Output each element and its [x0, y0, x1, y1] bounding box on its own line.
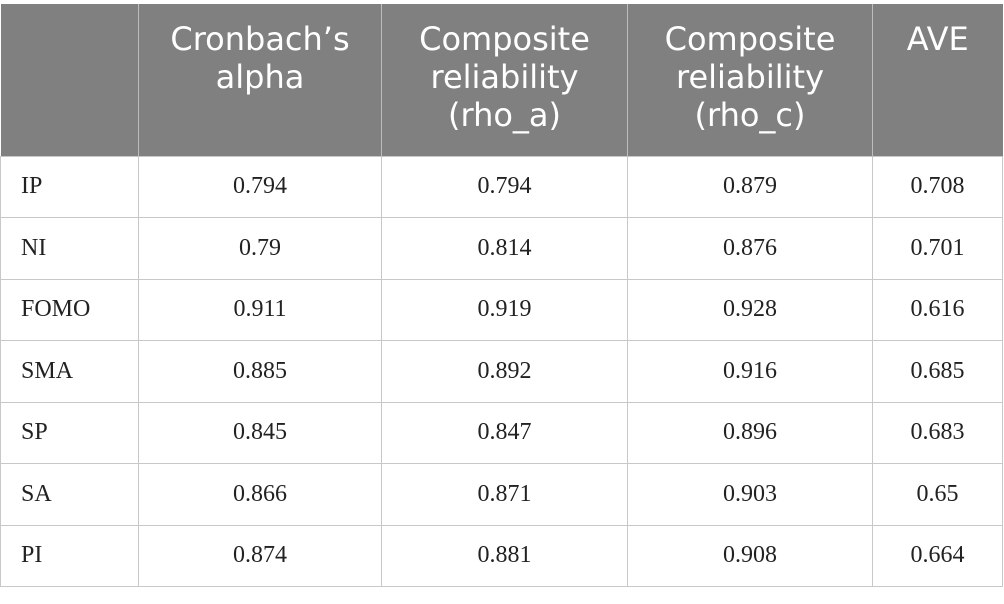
- cell-value: 0.685: [872, 340, 1003, 403]
- row-label: SP: [0, 401, 139, 464]
- column-header: Cronbach’s alpha: [138, 4, 382, 156]
- header-corner: [0, 4, 139, 156]
- cell-value: 0.794: [381, 155, 628, 218]
- cell-value: 0.903: [627, 463, 873, 526]
- table-row: SMA 0.885 0.892 0.916 0.685: [0, 340, 1003, 403]
- row-label: IP: [0, 155, 139, 218]
- row-label: FOMO: [0, 278, 139, 341]
- cell-value: 0.708: [872, 155, 1003, 218]
- row-label: NI: [0, 217, 139, 280]
- cell-value: 0.79: [138, 217, 382, 280]
- cell-value: 0.683: [872, 401, 1003, 464]
- cell-value: 0.876: [627, 217, 873, 280]
- cell-value: 0.896: [627, 401, 873, 464]
- cell-value: 0.814: [381, 217, 628, 280]
- cell-value: 0.908: [627, 524, 873, 587]
- cell-value: 0.885: [138, 340, 382, 403]
- table-row: SA 0.866 0.871 0.903 0.65: [0, 463, 1003, 526]
- row-label: SMA: [0, 340, 139, 403]
- cell-value: 0.911: [138, 278, 382, 341]
- cell-value: 0.866: [138, 463, 382, 526]
- column-header: Composite reliability (rho_c): [627, 4, 873, 156]
- column-header: Composite reliability (rho_a): [381, 4, 628, 156]
- cell-value: 0.845: [138, 401, 382, 464]
- row-label: SA: [0, 463, 139, 526]
- cell-value: 0.892: [381, 340, 628, 403]
- cell-value: 0.65: [872, 463, 1003, 526]
- cell-value: 0.874: [138, 524, 382, 587]
- column-header: AVE: [872, 4, 1003, 156]
- cell-value: 0.701: [872, 217, 1003, 280]
- table-row: IP 0.794 0.794 0.879 0.708: [0, 155, 1003, 218]
- cell-value: 0.664: [872, 524, 1003, 587]
- cell-value: 0.794: [138, 155, 382, 218]
- row-label: PI: [0, 524, 139, 587]
- table-row: FOMO 0.911 0.919 0.928 0.616: [0, 278, 1003, 341]
- cell-value: 0.916: [627, 340, 873, 403]
- header-row: Cronbach’s alpha Composite reliability (r…: [0, 4, 1003, 156]
- cell-value: 0.847: [381, 401, 628, 464]
- cell-value: 0.928: [627, 278, 873, 341]
- cell-value: 0.871: [381, 463, 628, 526]
- cell-value: 0.616: [872, 278, 1003, 341]
- table-row: SP 0.845 0.847 0.896 0.683: [0, 401, 1003, 464]
- cell-value: 0.919: [381, 278, 628, 341]
- table-body: IP 0.794 0.794 0.879 0.708 NI 0.79 0.814 0.876 0.…: [0, 155, 1003, 587]
- cell-value: 0.879: [627, 155, 873, 218]
- table-row: NI 0.79 0.814 0.876 0.701: [0, 217, 1003, 280]
- cell-value: 0.881: [381, 524, 628, 587]
- reliability-table: Cronbach’s alpha Composite reliability (r…: [0, 4, 1003, 587]
- table-row: PI 0.874 0.881 0.908 0.664: [0, 524, 1003, 587]
